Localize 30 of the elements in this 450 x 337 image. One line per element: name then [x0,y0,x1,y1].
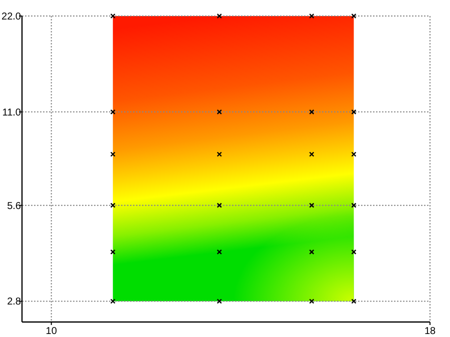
point [110,249,116,254]
point [110,109,116,115]
point [216,109,222,115]
point [309,152,314,157]
point [110,152,116,157]
point [110,202,116,208]
point [216,202,222,208]
point [110,13,116,19]
y-tick-label: 22.0 [2,12,22,22]
y-tick-label: 5.6 [7,200,22,212]
point [216,298,222,304]
x-tick-label: 10 [46,326,58,337]
point [309,13,314,19]
point [351,202,356,208]
point [309,109,314,115]
point [351,249,356,254]
point [351,13,356,19]
point [110,298,116,304]
point [351,298,356,304]
point [351,152,356,157]
point [309,202,314,208]
point [216,13,222,19]
y-tick-label: 11.0 [2,107,22,118]
point [216,152,222,157]
point [351,109,356,115]
point [216,249,222,254]
x-tick-label: 18 [424,326,436,337]
y-tick-label: 2.8 [7,296,22,308]
point [309,249,314,254]
point [309,298,314,304]
